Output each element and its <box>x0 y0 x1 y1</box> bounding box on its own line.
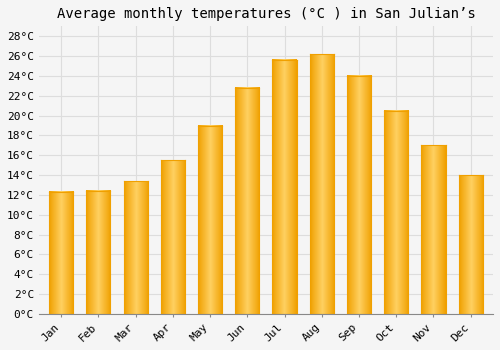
Title: Average monthly temperatures (°C ) in San Julian’s: Average monthly temperatures (°C ) in Sa… <box>56 7 476 21</box>
